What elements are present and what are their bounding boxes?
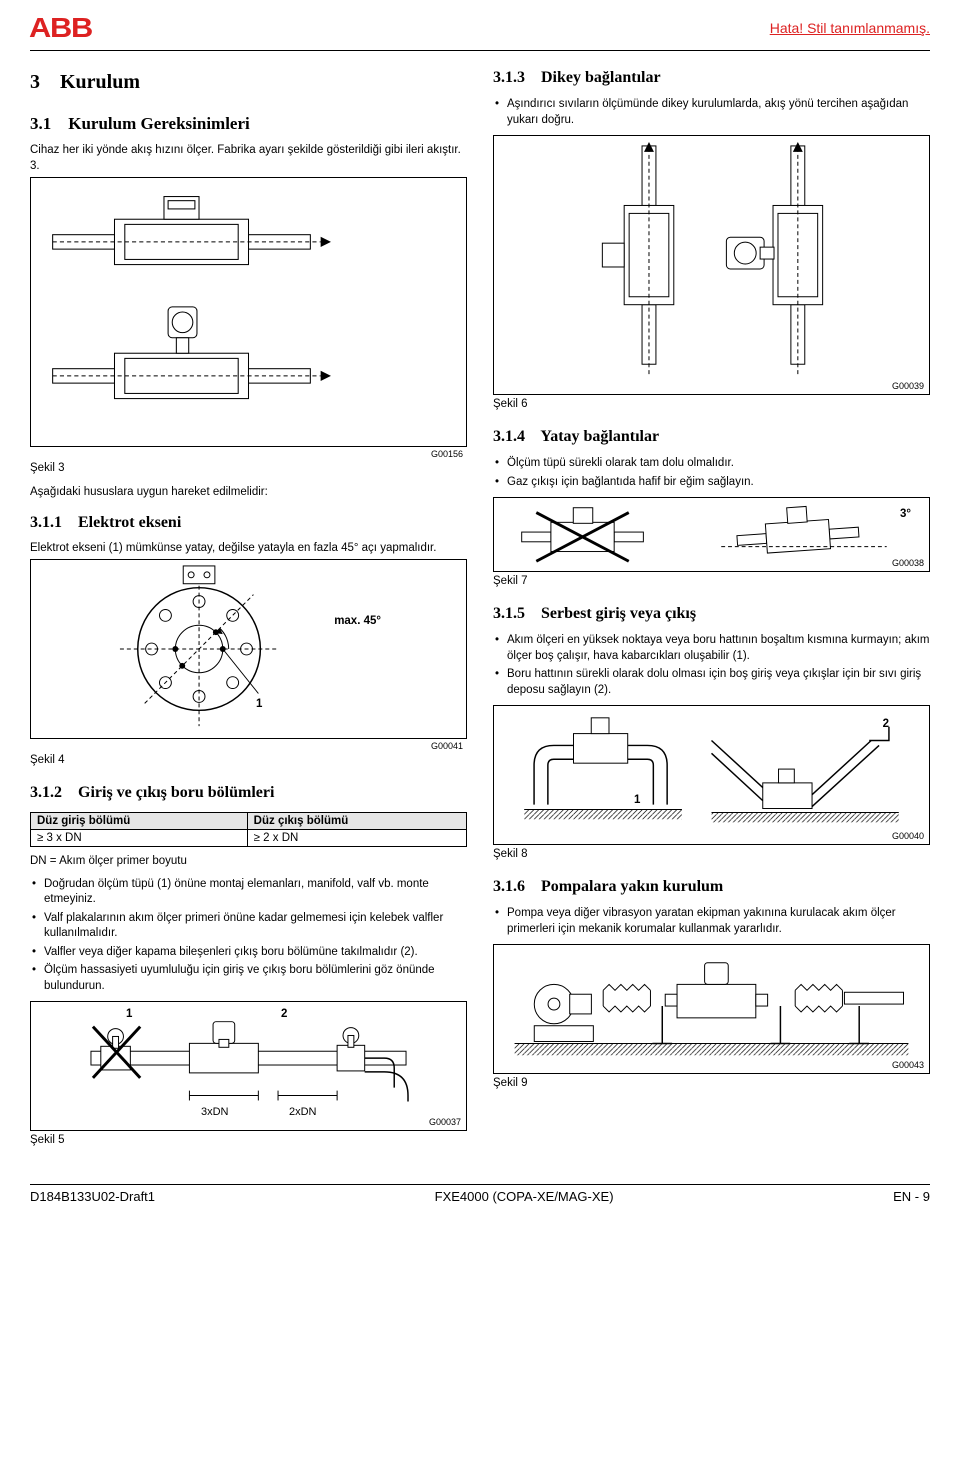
s312-heading: 3.1.2 Giriş ve çıkış boru bölümleri <box>30 784 467 802</box>
s313-bullets: Aşındırıcı sıvıların ölçümünde dikey kur… <box>493 97 930 131</box>
figure-4-label: Şekil 4 <box>30 754 467 766</box>
figure-7-label: Şekil 7 <box>493 575 930 587</box>
figure-8-svg <box>494 706 929 844</box>
s314-b1: Ölçüm tüpü sürekli olarak tam dolu olmal… <box>493 456 930 472</box>
figure-6-code: G00039 <box>892 381 924 391</box>
figure-5-svg <box>31 1002 466 1130</box>
fig8-one: 1 <box>634 794 640 806</box>
s312-b2: Valf plakalarının akım ölçer primeri önü… <box>30 911 467 942</box>
figure-9-svg <box>494 945 929 1073</box>
inlet-outlet-table: Düz giriş bölümüDüz çıkış bölümü ≥ 3 x D… <box>30 812 467 847</box>
s315-num: 3.1.5 <box>493 605 525 622</box>
figure-8-code: G00040 <box>892 831 924 841</box>
s312-b3: Valfler veya diğer kapama bileşenleri çı… <box>30 945 467 961</box>
s31-title: Kurulum Gereksinimleri <box>68 114 250 133</box>
s316-title: Pompalara yakın kurulum <box>541 878 723 895</box>
s312-title: Giriş ve çıkış boru bölümleri <box>78 784 274 801</box>
figure-8: 1 2 G00040 <box>493 705 930 845</box>
fig7-three: 3° <box>900 508 911 520</box>
figure-5-code: G00037 <box>429 1117 461 1127</box>
s314-num: 3.1.4 <box>493 428 525 445</box>
dn-note: DN = Akım ölçer primer boyutu <box>30 854 467 870</box>
s312-bullets: Doğrudan ölçüm tüpü (1) önüne montaj ele… <box>30 877 467 998</box>
figure-6: G00039 <box>493 135 930 395</box>
s314-b2: Gaz çıkışı için bağlantıda hafif bir eği… <box>493 475 930 491</box>
header-error-text: Hata! Stil tanımlanmamış. <box>770 20 930 36</box>
s311-heading: 3.1.1 Elektrot ekseni <box>30 514 467 532</box>
right-column: 3.1.3 Dikey bağlantılar Aşındırıcı sıvıl… <box>493 65 930 1154</box>
s311-num: 3.1.1 <box>30 514 62 531</box>
figure-3 <box>30 177 467 447</box>
s311-text: Elektrot ekseni (1) mümkünse yatay, deği… <box>30 541 467 557</box>
figure-9-label: Şekil 9 <box>493 1077 930 1089</box>
figure-6-label: Şekil 6 <box>493 398 930 410</box>
figure-6-svg <box>494 136 929 394</box>
after-fig3-text: Aşağıdaki hususlara uygun hareket edilme… <box>30 485 467 501</box>
footer-right: EN - 9 <box>893 1189 930 1204</box>
figure-5: 1 2 3xDN 2xDN G00037 <box>30 1001 467 1131</box>
abb-logo: A B B <box>30 12 92 44</box>
s31-text: Cihaz her iki yönde akış hızını ölçer. F… <box>30 143 467 174</box>
s316-num: 3.1.6 <box>493 878 525 895</box>
footer-center: FXE4000 (COPA-XE/MAG-XE) <box>435 1189 614 1204</box>
s315-title: Serbest giriş veya çıkış <box>541 605 696 622</box>
tbl-r2: ≥ 2 x DN <box>247 830 466 847</box>
s313-heading: 3.1.3 Dikey bağlantılar <box>493 69 930 87</box>
s314-bullets: Ölçüm tüpü sürekli olarak tam dolu olmal… <box>493 456 930 493</box>
s312-b4: Ölçüm hassasiyeti uyumluluğu için giriş … <box>30 963 467 994</box>
s316-b1: Pompa veya diğer vibrasyon yaratan ekipm… <box>493 906 930 937</box>
page-header: A B B Hata! Stil tanımlanmamış. <box>30 12 930 51</box>
figure-7: 3° G00038 <box>493 497 930 572</box>
figure-4-svg <box>31 560 466 738</box>
section-3-heading: 3 Kurulum <box>30 71 467 94</box>
figure-7-svg <box>494 498 929 571</box>
figure-3-code: G00156 <box>30 449 463 459</box>
logo-letter-b2: B <box>72 12 93 44</box>
figure-5-label: Şekil 5 <box>30 1134 467 1146</box>
tbl-r1: ≥ 3 x DN <box>31 830 248 847</box>
s315-b2: Boru hattının sürekli olarak dolu olması… <box>493 667 930 698</box>
s312-num: 3.1.2 <box>30 784 62 801</box>
s313-b1: Aşındırıcı sıvıların ölçümünde dikey kur… <box>493 97 930 128</box>
fig4-max45: max. 45° <box>334 615 381 627</box>
figure-4-code: G00041 <box>30 741 463 751</box>
s311-title: Elektrot ekseni <box>78 514 181 531</box>
tbl-h1: Düz giriş bölümü <box>31 813 248 830</box>
figure-8-label: Şekil 8 <box>493 848 930 860</box>
s314-title: Yatay bağlantılar <box>540 428 659 445</box>
page-footer: D184B133U02-Draft1 FXE4000 (COPA-XE/MAG-… <box>30 1184 930 1204</box>
s315-bullets: Akım ölçeri en yüksek noktaya veya boru … <box>493 633 930 701</box>
tbl-h2: Düz çıkış bölümü <box>247 813 466 830</box>
fig5-2xdn: 2xDN <box>289 1106 317 1118</box>
section-31-heading: 3.1 Kurulum Gereksinimleri <box>30 114 467 134</box>
fig5-two: 2 <box>281 1008 287 1020</box>
figure-3-svg <box>31 178 466 446</box>
s313-title: Dikey bağlantılar <box>541 69 661 86</box>
s31-num: 3.1 <box>30 114 51 133</box>
footer-left: D184B133U02-Draft1 <box>30 1189 155 1204</box>
fig5-one: 1 <box>126 1008 132 1020</box>
s314-heading: 3.1.4 Yatay bağlantılar <box>493 428 930 446</box>
s315-b1: Akım ölçeri en yüksek noktaya veya boru … <box>493 633 930 664</box>
figure-3-label: Şekil 3 <box>30 462 467 474</box>
fig8-two: 2 <box>883 718 889 730</box>
figure-9: G00043 <box>493 944 930 1074</box>
logo-letter-b1: B <box>50 12 71 44</box>
s313-num: 3.1.3 <box>493 69 525 86</box>
s316-bullets: Pompa veya diğer vibrasyon yaratan ekipm… <box>493 906 930 940</box>
section-3-title: Kurulum <box>60 71 140 93</box>
section-3-num: 3 <box>30 71 40 93</box>
figure-9-code: G00043 <box>892 1060 924 1070</box>
s312-b1: Doğrudan ölçüm tüpü (1) önüne montaj ele… <box>30 877 467 908</box>
fig4-one: 1 <box>256 698 262 710</box>
fig5-3xdn: 3xDN <box>201 1106 229 1118</box>
figure-7-code: G00038 <box>892 558 924 568</box>
s315-heading: 3.1.5 Serbest giriş veya çıkış <box>493 605 930 623</box>
figure-4: max. 45° 1 <box>30 559 467 739</box>
logo-letter-a: A <box>29 12 50 44</box>
left-column: 3 Kurulum 3.1 Kurulum Gereksinimleri Cih… <box>30 65 467 1154</box>
s316-heading: 3.1.6 Pompalara yakın kurulum <box>493 878 930 896</box>
